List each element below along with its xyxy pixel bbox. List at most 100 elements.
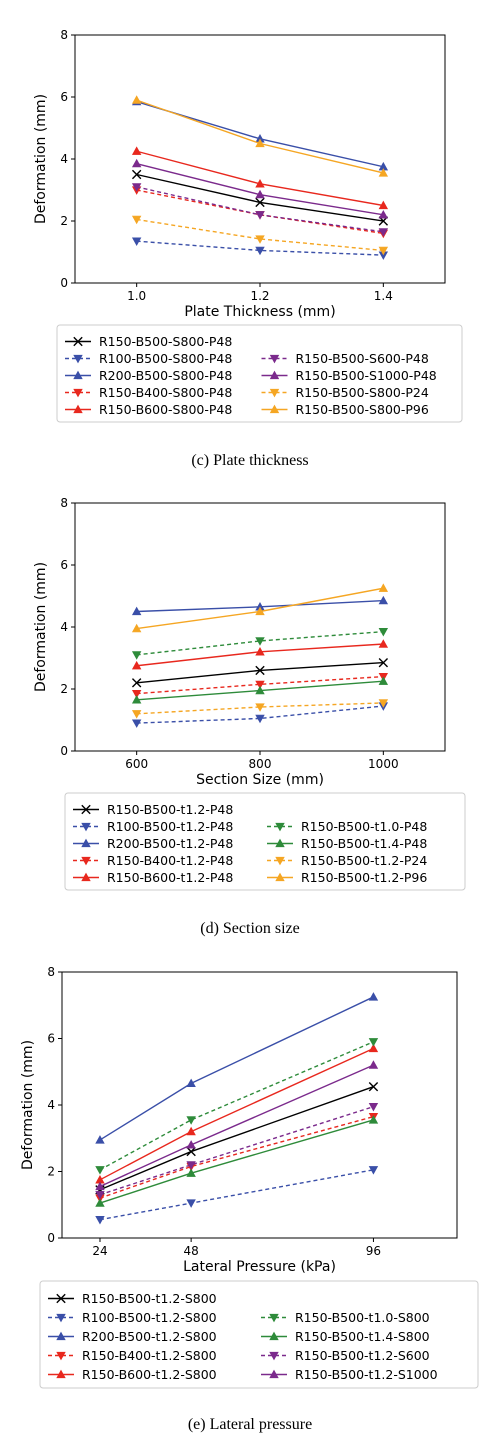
legend-label: R150-B500-t1.2-P24 (301, 853, 427, 868)
data-point (95, 1166, 105, 1175)
data-point (131, 237, 142, 246)
y-axis-label: Deformation (mm) (20, 1040, 36, 1170)
legend-entry: R150-B500-t1.2-S800 (48, 1291, 217, 1306)
series-line (136, 218, 384, 252)
y-axis-label: Deformation (mm) (33, 94, 49, 224)
legend-entry: R150-B500-S1000-P48 (261, 368, 437, 383)
data-point (255, 235, 265, 244)
data-point (378, 699, 389, 708)
data-point (368, 1082, 379, 1092)
legend-label: R150-B500-t1.2-S600 (295, 1348, 430, 1363)
legend-marker (81, 804, 91, 815)
x-tick-label: 1000 (368, 757, 399, 771)
data-point (255, 138, 265, 148)
plot-frame (74, 34, 446, 284)
data-point (131, 183, 142, 192)
y-tick-label: 0 (47, 1231, 55, 1245)
y-tick-label: 4 (60, 152, 68, 166)
series-R150-B500-S800-P48 (131, 169, 389, 226)
data-point (368, 1115, 379, 1124)
data-point (186, 1116, 196, 1125)
y-tick-label: 8 (60, 496, 68, 510)
legend: R150-B500-t1.2-S800 R100-B500-t1.2-S800 R2… (39, 1280, 479, 1389)
data-point (95, 1198, 105, 1207)
legend-entry: R150-B500-t1.4-P48 (267, 836, 427, 851)
legend-entry: R150-B500-S600-P48 (261, 351, 429, 366)
legend-entry: R100-B500-t1.2-P48 (73, 819, 233, 834)
series-R150-B500-S800-P96 (131, 95, 389, 177)
legend-label: R150-B400-t1.2-S800 (82, 1348, 217, 1363)
data-point (378, 246, 389, 256)
data-point (131, 660, 142, 670)
series-line (99, 1169, 374, 1221)
data-point (255, 680, 265, 690)
legend-entry: R150-B400-S800-P48 (65, 385, 232, 400)
y-tick-label: 8 (47, 965, 55, 979)
series-R150-B400-t1.2-S800 (95, 1112, 379, 1203)
data-point (255, 197, 265, 208)
legend-marker (56, 1313, 66, 1323)
data-point (378, 168, 389, 177)
series-line (136, 162, 384, 216)
x-tick-label: 600 (125, 757, 148, 771)
y-tick-label: 2 (60, 214, 68, 228)
data-point (255, 703, 265, 712)
legend-label: R150-B600-t1.2-P48 (107, 870, 233, 885)
data-point (131, 695, 142, 704)
legend-marker (81, 856, 91, 866)
legend-marker (73, 388, 83, 398)
legend-marker (56, 1351, 66, 1361)
legend: R150-B500-t1.2-P48 R100-B500-t1.2-P48 R200… (64, 792, 466, 891)
series-R150-B500-t1.4-S800 (95, 1115, 379, 1207)
data-point (255, 606, 265, 616)
legend-marker (269, 404, 280, 414)
legend-marker (269, 1351, 279, 1361)
y-tick-label: 2 (60, 682, 68, 696)
chart-panel-2: 0 2 4 6 8 600 800 1000 Section Size (mm) Deformat… (33, 496, 466, 937)
legend-label: R150-B500-t1.2-P48 (107, 802, 233, 817)
series-R150-B500-t1.2-S1000 (95, 1060, 379, 1191)
legend-frame (64, 792, 466, 891)
legend-label: R150-B500-t1.4-S800 (295, 1329, 430, 1344)
legend-marker (269, 388, 280, 398)
legend-entry: R150-B400-t1.2-P48 (73, 853, 233, 868)
y-tick-label: 6 (60, 90, 68, 104)
legend-label: R200-B500-t1.2-S800 (82, 1329, 217, 1344)
y-tick-label: 4 (47, 1098, 55, 1112)
data-point (186, 1126, 196, 1136)
series-R100-B500-t1.2-S800 (95, 1166, 379, 1225)
series-R200-B500-t1.2-S800 (95, 992, 379, 1144)
y-tick-label: 6 (47, 1032, 55, 1046)
series-line (136, 675, 384, 695)
series-line (136, 702, 384, 715)
y-tick-label: 0 (60, 276, 68, 290)
legend-label: R100-B500-t1.2-P48 (107, 819, 233, 834)
data-point (255, 665, 265, 676)
legend-marker (56, 1293, 66, 1304)
data-point (368, 992, 379, 1001)
legend-marker (56, 1331, 66, 1341)
data-point (378, 657, 389, 668)
legend-label: R150-B500-t1.2-S800 (82, 1291, 217, 1306)
data-point (131, 95, 142, 104)
series-line (136, 661, 384, 684)
legend-entry: R150-B500-t1.2-P24 (267, 853, 427, 868)
legend-label: R200-B500-t1.2-P48 (107, 836, 233, 851)
series-R150-B600-S800-P48 (131, 146, 389, 210)
data-point (378, 676, 389, 685)
data-point (95, 1191, 105, 1200)
y-tick-label: 4 (60, 620, 68, 634)
legend-entry: R150-B400-t1.2-S800 (48, 1348, 217, 1363)
legend-entry: R200-B500-S800-P48 (65, 368, 232, 383)
legend-entry: R100-B500-S800-P48 (65, 351, 232, 366)
data-point (131, 158, 142, 168)
figure-caption: (c) Plate thickness (191, 452, 308, 469)
legend-entry: R150-B500-t1.0-P48 (267, 819, 427, 834)
data-point (368, 1060, 379, 1069)
legend-entry: R150-B500-t1.2-P48 (73, 802, 233, 817)
legend-entry: R150-B600-S800-P48 (65, 402, 232, 417)
data-point (378, 627, 389, 637)
series-R100-B500-S800-P48 (131, 237, 389, 260)
legend-label: R150-B400-t1.2-P48 (107, 853, 233, 868)
